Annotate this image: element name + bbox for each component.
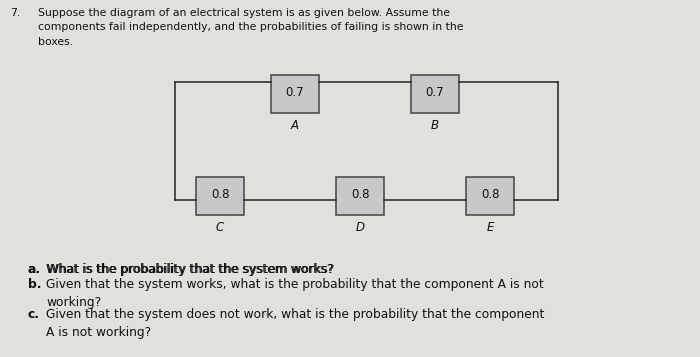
Text: c.: c. — [28, 308, 40, 321]
Text: Suppose the diagram of an electrical system is as given below. Assume the
compon: Suppose the diagram of an electrical sys… — [38, 8, 463, 47]
Text: Given that the system works, what is the probability that the component A is not: Given that the system works, what is the… — [46, 278, 544, 309]
Text: 7.: 7. — [10, 8, 20, 18]
Bar — [271, 75, 319, 113]
Bar — [196, 177, 244, 215]
Text: A: A — [291, 119, 299, 132]
Text: 0.8: 0.8 — [351, 188, 370, 201]
Text: 0.8: 0.8 — [211, 188, 230, 201]
Bar — [336, 177, 384, 215]
Text: a.  What is the probability that the system works?: a. What is the probability that the syst… — [28, 263, 335, 276]
Bar — [466, 177, 514, 215]
Text: E: E — [486, 221, 493, 234]
Text: B: B — [431, 119, 439, 132]
Text: C: C — [216, 221, 224, 234]
Text: 0.7: 0.7 — [426, 86, 444, 100]
Text: D: D — [356, 221, 365, 234]
Text: 0.8: 0.8 — [481, 188, 499, 201]
Text: b.: b. — [28, 278, 41, 291]
Text: a.: a. — [28, 263, 41, 276]
Text: What is the probability that the system works?: What is the probability that the system … — [46, 263, 333, 276]
Bar — [411, 75, 459, 113]
Text: Given that the system does not work, what is the probability that the component
: Given that the system does not work, wha… — [46, 308, 545, 339]
Text: 0.7: 0.7 — [286, 86, 304, 100]
